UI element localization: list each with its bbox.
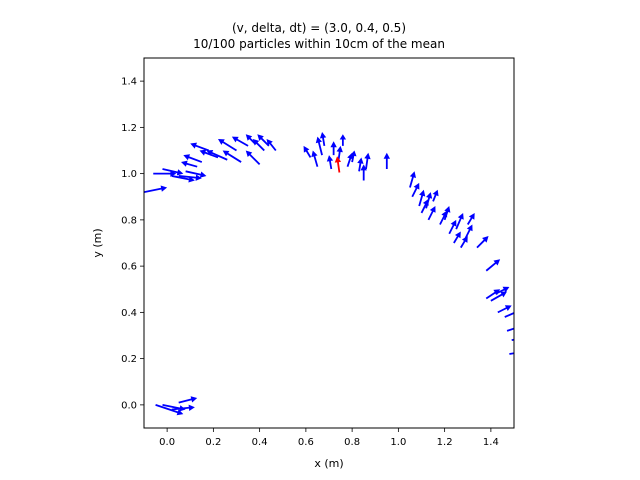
particle-arrow	[490, 291, 508, 302]
particle-arrow	[330, 141, 337, 156]
plot-frame	[143, 57, 515, 429]
particle-arrow	[439, 210, 448, 225]
particle-arrow	[181, 160, 198, 168]
y-tick-label: 0.8	[121, 215, 137, 226]
particle-arrow	[339, 134, 347, 146]
particle-arrow	[206, 150, 228, 161]
x-tick-label: 0.4	[252, 437, 268, 448]
particle-arrow	[245, 150, 261, 166]
particle-arrow	[448, 219, 457, 235]
particle-arrow	[144, 185, 168, 194]
x-tick-label: 0.8	[344, 437, 360, 448]
x-tick-label: 0.2	[205, 437, 221, 448]
particle-arrow	[455, 212, 464, 230]
particle-arrow	[178, 174, 202, 181]
particle-arrow	[432, 189, 439, 202]
y-tick-label: 0.4	[121, 308, 137, 319]
particle-arrow	[346, 152, 354, 167]
particle-arrow	[411, 182, 420, 198]
particle-arrow	[190, 142, 210, 152]
particle-arrow	[409, 171, 416, 188]
y-tick-label: 1.2	[121, 123, 137, 134]
x-tick-label: 0.0	[159, 437, 175, 448]
particle-arrow	[303, 145, 312, 158]
y-tick-label: 1.4	[121, 77, 137, 88]
y-tick-label: 0.2	[121, 354, 137, 365]
x-tick-label: 1.4	[483, 437, 499, 448]
particle-arrow	[162, 168, 184, 176]
particle-arrow	[171, 175, 195, 183]
x-axis-label: x (m)	[314, 457, 343, 470]
particle-arrow	[199, 149, 219, 159]
particle-arrow	[383, 152, 391, 169]
particle-arrow	[257, 134, 270, 147]
particle-arrow	[485, 289, 501, 300]
particle-arrow	[418, 189, 426, 207]
y-tick-label: 1.0	[121, 169, 137, 180]
particle-arrow	[420, 199, 429, 214]
particle-arrow	[153, 170, 177, 177]
particle-arrow	[495, 286, 510, 295]
particle-arrow	[252, 138, 265, 152]
particle-arrow	[364, 152, 371, 170]
particle-arrow	[443, 206, 451, 221]
particle-arrow	[218, 138, 237, 152]
particle-arrow	[497, 305, 512, 314]
particle-arrow	[425, 192, 433, 209]
x-tick-label: 1.0	[390, 437, 406, 448]
mean-arrow	[334, 156, 342, 173]
y-tick-label: 0.0	[121, 400, 137, 411]
particle-arrow	[509, 352, 514, 355]
particle-arrow	[311, 150, 319, 167]
particle-arrow	[511, 338, 514, 342]
particle-arrow	[464, 224, 473, 239]
particle-arrow	[466, 212, 475, 225]
particle-arrow	[178, 396, 198, 404]
chart-title-line-2: 10/100 particles within 10cm of the mean	[193, 37, 445, 51]
particle-arrow	[231, 136, 249, 147]
particle-arrow	[326, 155, 334, 170]
particle-arrow	[427, 206, 436, 221]
particle-arrow	[222, 150, 242, 163]
particle-arrow	[183, 154, 203, 163]
particle-arrow	[245, 134, 256, 145]
particle-arrow	[476, 236, 489, 249]
particle-arrow	[506, 327, 514, 332]
particle-arrow	[357, 157, 364, 172]
particle-arrow	[460, 236, 468, 249]
particle-arrow	[485, 259, 501, 272]
ticks-layer: 0.0 0.2 0.4 0.6 0.8 1.0 1.2 1.4 0.0 0.2 0.4 0.6 0.8 1…	[121, 77, 499, 448]
particle-arrow	[266, 138, 277, 152]
y-axis-label: y (m)	[91, 228, 104, 257]
particle-arrow	[315, 136, 323, 156]
x-tick-label: 1.2	[437, 437, 453, 448]
particle-arrow	[319, 132, 327, 147]
particle-arrow	[453, 231, 461, 244]
x-tick-label: 0.6	[298, 437, 314, 448]
chart-title-line-1: (v, delta, dt) = (3.0, 0.4, 0.5)	[232, 21, 406, 35]
particle-arrow	[155, 404, 184, 416]
particle-arrow	[162, 403, 186, 412]
particle-arrow	[185, 170, 207, 178]
y-tick-label: 0.6	[121, 262, 137, 273]
arrows-layer	[144, 132, 514, 416]
particle-arrow	[350, 150, 357, 163]
particle-arrow	[504, 312, 514, 318]
